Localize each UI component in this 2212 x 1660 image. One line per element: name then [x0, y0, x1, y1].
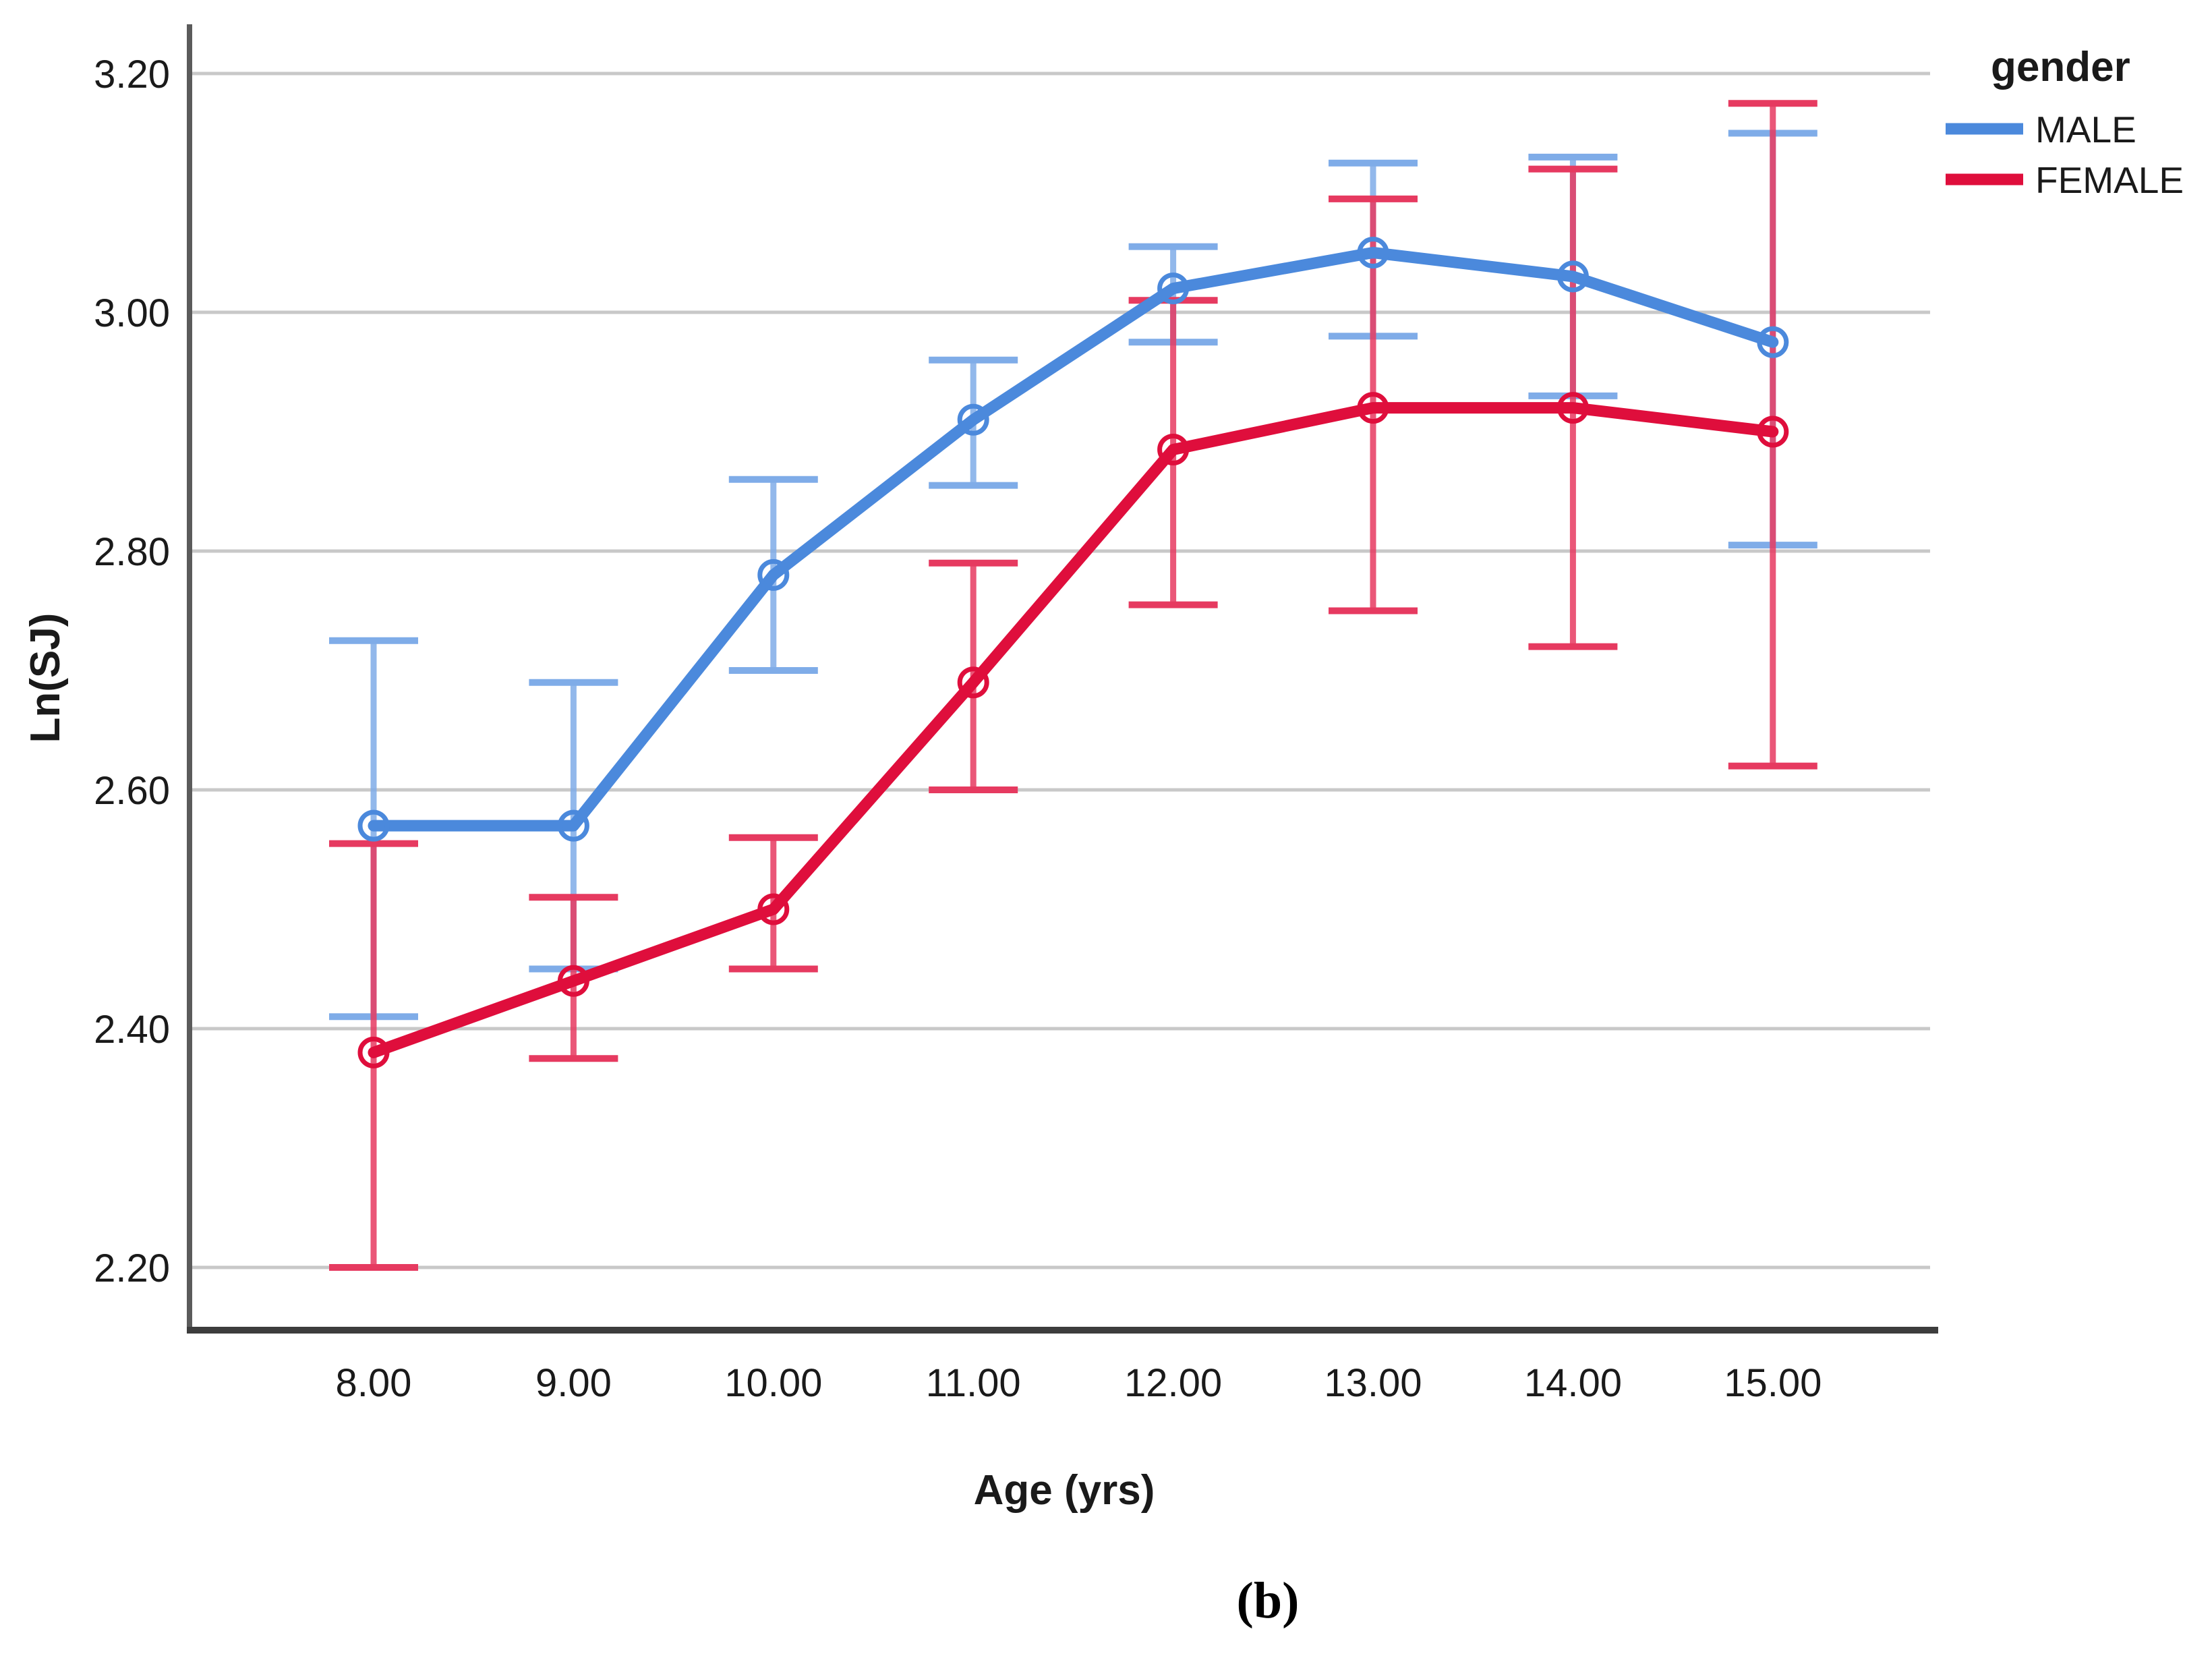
male-data-point-marker	[957, 403, 989, 436]
x-tick-label: 8.00	[336, 1361, 412, 1405]
female-data-point-marker	[1357, 392, 1389, 424]
legend-title: gender	[1991, 44, 2130, 90]
y-tick-label: 2.20	[94, 1247, 170, 1290]
x-tick-label: 9.00	[535, 1361, 612, 1405]
x-tick-label: 15.00	[1724, 1361, 1822, 1405]
x-tick-label: 11.00	[926, 1361, 1021, 1405]
y-tick-label: 3.00	[94, 291, 170, 335]
male-data-point-marker	[1357, 237, 1389, 268]
male-data-point-marker	[557, 809, 589, 842]
female-data-point-marker	[1157, 434, 1190, 466]
y-tick-label: 2.60	[94, 769, 170, 813]
x-tick-labels-group: 8.00 9.00 10.00 11.00 12.00 13.00 14.00 15.00	[336, 1361, 1822, 1405]
male-data-point-marker	[757, 559, 790, 591]
x-tick-label: 10.00	[724, 1361, 822, 1405]
female-series-line	[368, 402, 1779, 1058]
female-data-point-marker	[357, 1036, 390, 1068]
x-tick-label: 13.00	[1324, 1361, 1422, 1405]
x-tick-label: 12.00	[1124, 1361, 1222, 1405]
female-data-point-marker	[757, 893, 790, 925]
x-axis-title: Age (yrs)	[974, 1467, 1155, 1514]
male-data-point-marker	[1556, 260, 1589, 293]
series-markers-group	[357, 237, 1789, 1068]
female-data-point-marker	[557, 965, 589, 997]
y-tick-label: 2.40	[94, 1008, 170, 1052]
y-tick-labels-group: 3.20 3.00 2.80 2.60 2.40 2.20	[94, 53, 170, 1290]
male-series-line	[368, 247, 1779, 832]
gridlines-group	[190, 71, 1930, 1269]
x-tick-label: 14.00	[1524, 1361, 1622, 1405]
female-data-point-marker	[957, 666, 989, 699]
male-data-point-marker	[1157, 273, 1190, 305]
legend-female-label: FEMALE	[2035, 159, 2184, 201]
y-tick-label: 2.80	[94, 530, 170, 574]
male-data-point-marker	[357, 809, 390, 842]
male-data-point-marker	[1757, 326, 1789, 358]
y-axis-title: Ln(SJ)	[22, 613, 69, 743]
figure-caption: (b)	[1236, 1572, 1300, 1629]
legend: gender MALE FEMALE	[1946, 44, 2184, 201]
series-lines-group	[368, 247, 1779, 1058]
female-data-point-marker	[1757, 416, 1789, 448]
female-data-point-marker	[1556, 392, 1589, 424]
y-tick-label: 3.20	[94, 53, 170, 96]
legend-male-label: MALE	[2035, 109, 2136, 150]
